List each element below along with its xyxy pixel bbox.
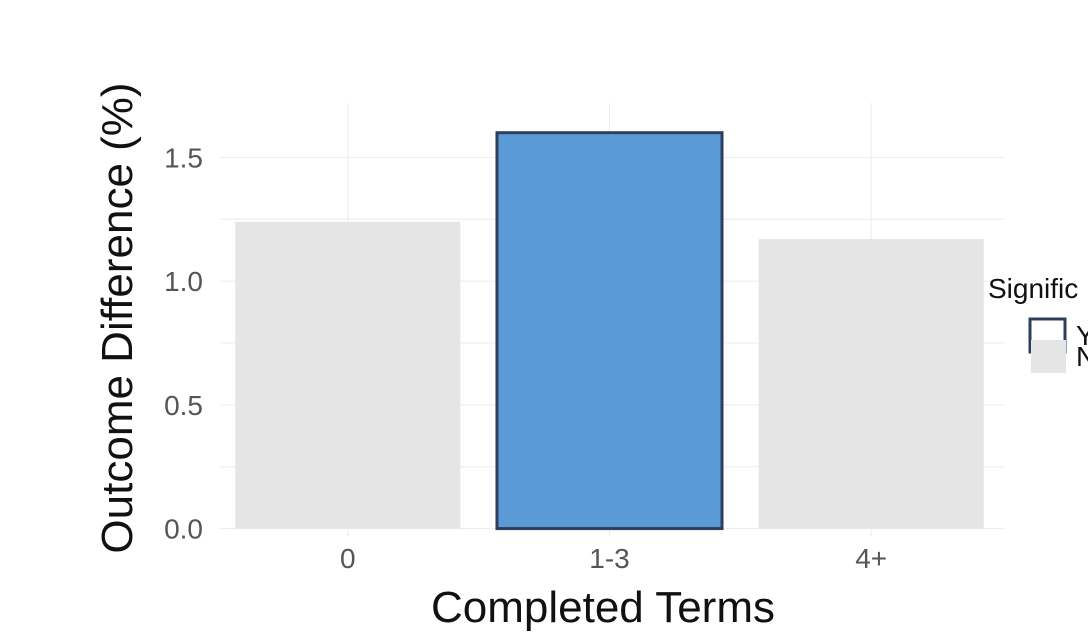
y-tick-label: 0.5 [164,390,203,421]
y-axis-title: Outcome Difference (%) [93,82,142,553]
bar-0 [235,221,461,529]
x-tick-label: 1-3 [589,543,629,574]
x-axis-title: Completed Terms [431,583,775,632]
legend-label-no: N [1076,341,1088,372]
bars [235,131,984,531]
legend: Signific Y N [988,273,1088,373]
bar-4+ [758,239,984,529]
legend-swatch-no [1031,340,1066,373]
legend-title: Signific [988,273,1078,304]
x-tick-labels: 0 1-3 4+ [340,543,887,574]
y-tick-label: 1.0 [164,266,203,297]
x-tick-label: 4+ [855,543,887,574]
y-tick-labels: 0.0 0.5 1.0 1.5 [164,142,203,544]
bar-1-3 [495,131,724,531]
y-tick-label: 0.0 [164,514,203,545]
y-tick-label: 1.5 [164,142,203,173]
legend-label-yes: Y [1076,320,1088,351]
x-tick-label: 0 [340,543,356,574]
